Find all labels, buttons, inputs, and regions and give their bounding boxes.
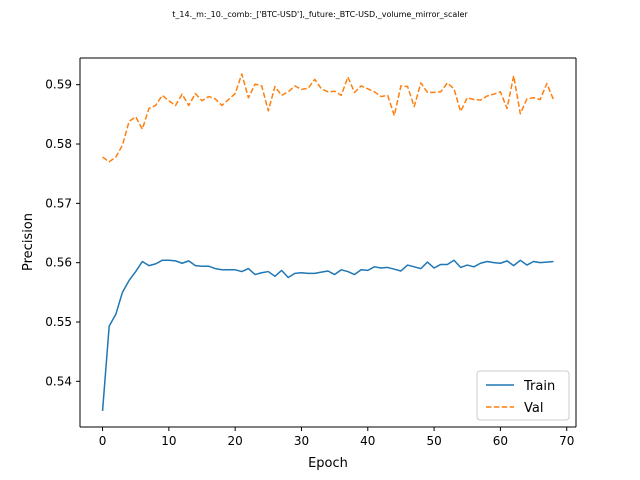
x-tick-label: 0: [99, 434, 107, 448]
plot-area: 0 10 20 30 40 50 60 70 0.54 0.55 0.56 0.57 0.58 0.59: [45, 57, 577, 448]
x-tick-label: 50: [426, 434, 441, 448]
plot-background: [80, 58, 576, 427]
legend: Train Val: [476, 370, 570, 421]
legend-val-label: Val: [524, 401, 543, 416]
series-line-val: [102, 73, 555, 163]
y-axis-label: Precision: [21, 213, 36, 271]
x-tick-label: 30: [294, 434, 309, 448]
x-tick-label: 60: [493, 434, 508, 448]
series-line-train: [101, 259, 554, 412]
legend-frame: [476, 370, 570, 421]
y-tick-label: 0.54: [45, 374, 72, 388]
legend-train-label: Train: [523, 379, 555, 394]
y-tick-label: 0.57: [45, 196, 72, 210]
chart-title: t_14._m:_10._comb:_['BTC-USD'],_future:_…: [172, 10, 468, 19]
x-tick-label: 40: [360, 434, 375, 448]
y-tick-label: 0.59: [45, 78, 72, 92]
x-tick-label: 70: [559, 434, 574, 448]
y-tick-label: 0.58: [45, 137, 72, 151]
x-axis-ticks: 0 10 20 30 40 50 60 70: [99, 427, 574, 448]
x-axis-label: Epoch: [308, 456, 348, 471]
y-axis-ticks: 0.54 0.55 0.56 0.57 0.58 0.59: [45, 78, 80, 388]
y-tick-label: 0.56: [45, 256, 72, 270]
x-tick-label: 20: [228, 434, 243, 448]
x-tick-label: 10: [161, 434, 176, 448]
y-tick-label: 0.55: [45, 315, 72, 329]
series-layer: [101, 73, 555, 412]
